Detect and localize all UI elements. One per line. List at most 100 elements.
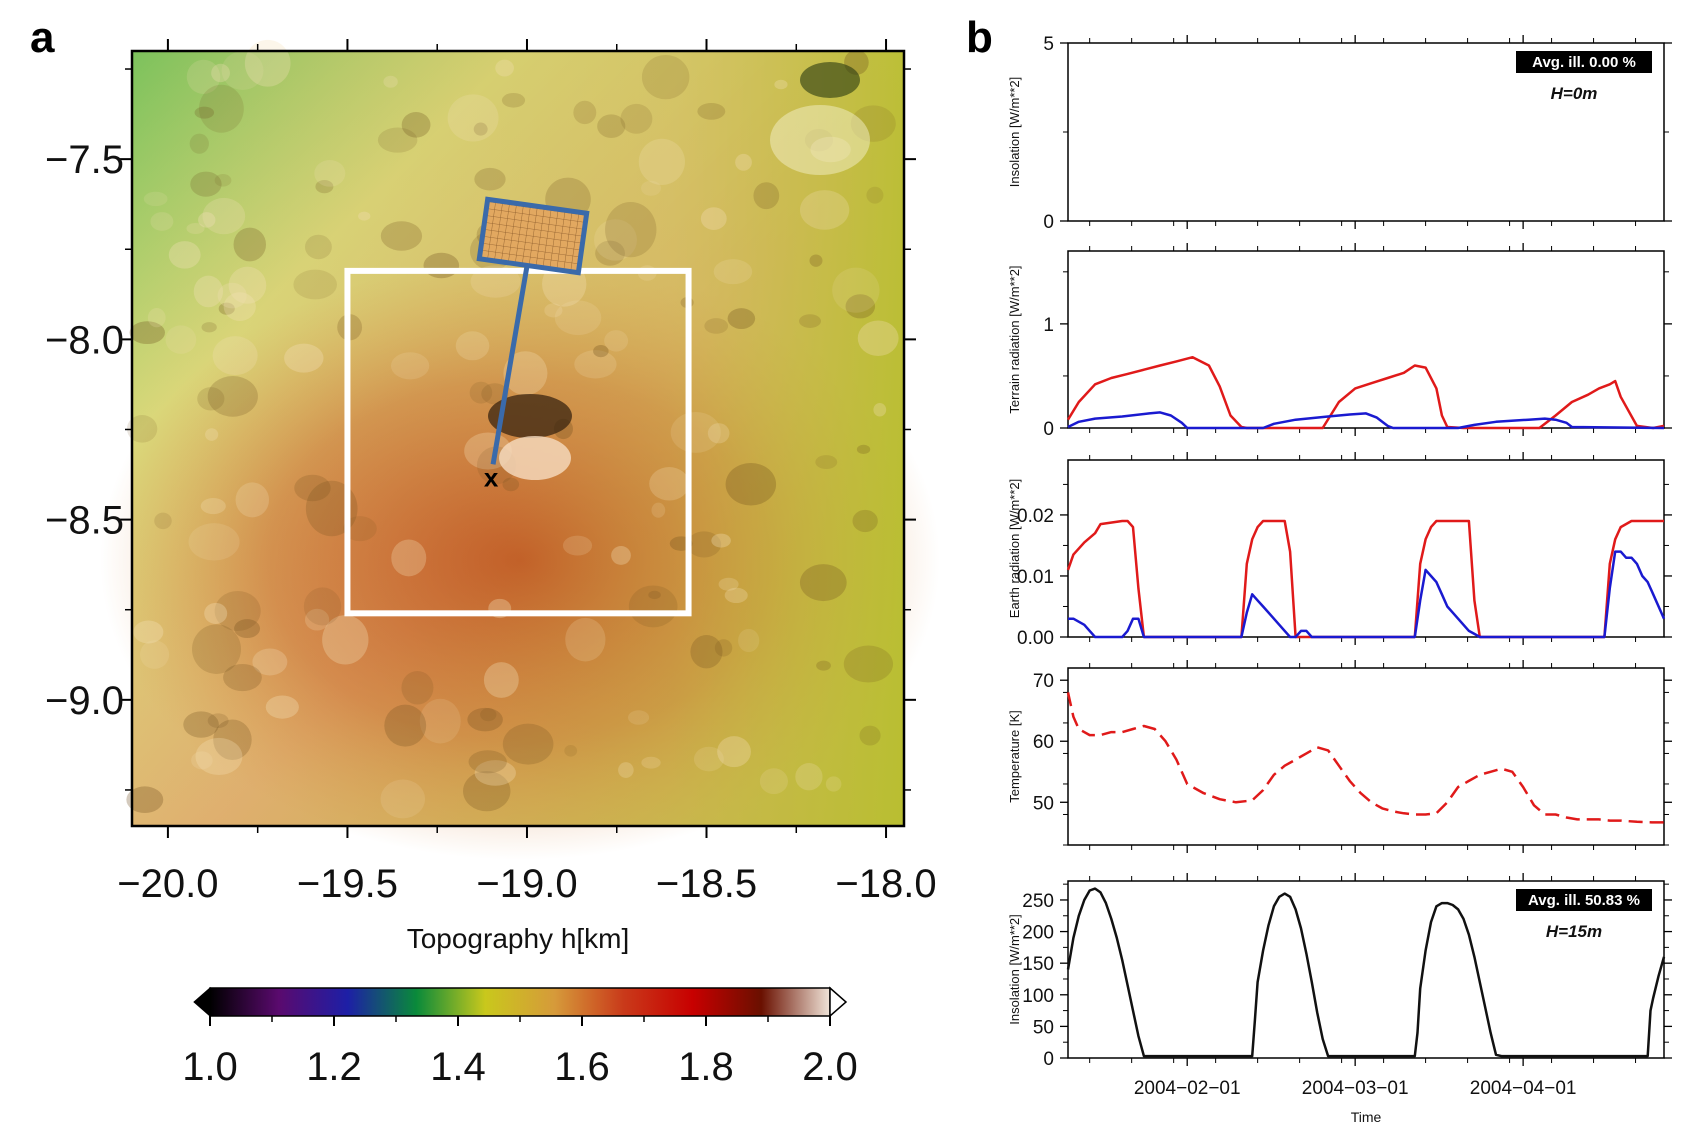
crater	[198, 212, 216, 228]
crater	[815, 455, 838, 470]
crater	[265, 695, 299, 719]
y-axis-label: Terrain radiation [W/m**2]	[1007, 265, 1022, 413]
colorbar-ramp	[209, 987, 831, 1017]
crater	[774, 79, 788, 90]
crater	[197, 387, 225, 411]
crater	[143, 191, 168, 207]
y-tick-label: 0.01	[1017, 567, 1054, 588]
crater	[189, 133, 209, 154]
crater	[380, 221, 423, 251]
crater	[597, 114, 626, 139]
crater	[725, 462, 777, 506]
crater	[217, 282, 247, 309]
bright-crater	[499, 436, 571, 480]
crater	[711, 533, 731, 548]
crater	[651, 502, 666, 518]
crater	[212, 336, 258, 376]
crater	[377, 127, 418, 153]
crater	[618, 762, 634, 778]
crater	[474, 167, 506, 191]
crater	[641, 180, 662, 196]
crater	[205, 428, 219, 441]
crater	[183, 711, 219, 738]
crater	[648, 590, 661, 600]
crater	[383, 75, 398, 88]
series-blue-line	[1068, 550, 1666, 639]
crater	[627, 710, 650, 725]
y-axis-label: Insolation [W/m**2]	[1007, 914, 1022, 1025]
crater	[190, 171, 222, 197]
crater	[192, 624, 242, 674]
crater	[843, 645, 894, 683]
plot-frame	[1067, 250, 1665, 429]
crater	[213, 719, 252, 760]
crater	[481, 383, 509, 405]
map-x-tick-label: −18.5	[656, 862, 757, 906]
crater	[207, 713, 229, 729]
crater	[799, 190, 850, 230]
crater	[641, 54, 690, 100]
crater	[693, 746, 724, 772]
panel-a-label: a	[30, 13, 55, 62]
crater	[235, 482, 270, 518]
crater	[759, 768, 788, 795]
map-x-tick-label: −19.5	[297, 862, 398, 906]
crater	[714, 639, 733, 657]
height-label: H=0m	[1551, 84, 1598, 103]
crater	[562, 535, 593, 556]
crater	[503, 351, 548, 396]
crater	[595, 240, 625, 266]
crater	[856, 444, 871, 455]
crater	[126, 415, 158, 443]
crater	[468, 750, 507, 774]
crater	[401, 112, 431, 138]
crater	[193, 275, 224, 308]
y-tick-label: 50	[1033, 1017, 1054, 1038]
crater	[593, 344, 609, 358]
inset-grid	[476, 196, 590, 276]
crater	[845, 294, 876, 319]
crater	[303, 587, 342, 626]
crater	[620, 103, 653, 134]
crater	[707, 423, 730, 444]
crater	[233, 227, 267, 262]
crater	[502, 477, 520, 492]
colorbar-min-arrow	[193, 986, 211, 1018]
crater	[221, 51, 264, 91]
map-x-tick-label: −19.0	[476, 862, 577, 906]
crater	[713, 259, 753, 285]
avg-ill-box	[1516, 889, 1652, 911]
crater	[573, 100, 597, 125]
crater	[564, 745, 578, 757]
series-insolation-line	[1066, 887, 1666, 1058]
crater	[641, 756, 661, 769]
time-series-panels: 0 5 Insolation [W/m**2] Avg. ill. 0.00 % H=0…	[1007, 34, 1672, 1125]
crater	[795, 763, 823, 791]
crater	[315, 179, 334, 194]
crater	[188, 523, 240, 561]
crater	[133, 620, 164, 644]
y-axis-label: Insolation [W/m**2]	[1007, 77, 1022, 188]
time-axis-label: Time	[1351, 1109, 1382, 1125]
y-tick-label: 0	[1043, 1049, 1054, 1070]
y-tick-label: 0.00	[1017, 628, 1054, 649]
plot-frame	[1067, 459, 1665, 638]
crater	[198, 84, 244, 133]
crater	[480, 708, 497, 722]
map-x-tick-label: −20.0	[117, 862, 218, 906]
inset-stick	[490, 265, 530, 465]
avg-ill-label: Avg. ill. 50.83 %	[1528, 892, 1640, 909]
y-axis-label: Temperature [K]	[1007, 710, 1022, 803]
crater	[165, 325, 197, 354]
dark-crater	[488, 394, 572, 438]
crater	[304, 234, 332, 260]
crater	[738, 628, 760, 653]
y-tick-label: 200	[1022, 923, 1054, 944]
colorbar: 1.0 1.2 1.4 1.6 1.8 2.0	[182, 986, 858, 1089]
crater	[628, 585, 678, 628]
crater	[228, 266, 267, 304]
panel-b-label: b	[966, 13, 993, 62]
location-marker: x	[484, 462, 499, 492]
y-tick-label: 0	[1043, 419, 1054, 440]
